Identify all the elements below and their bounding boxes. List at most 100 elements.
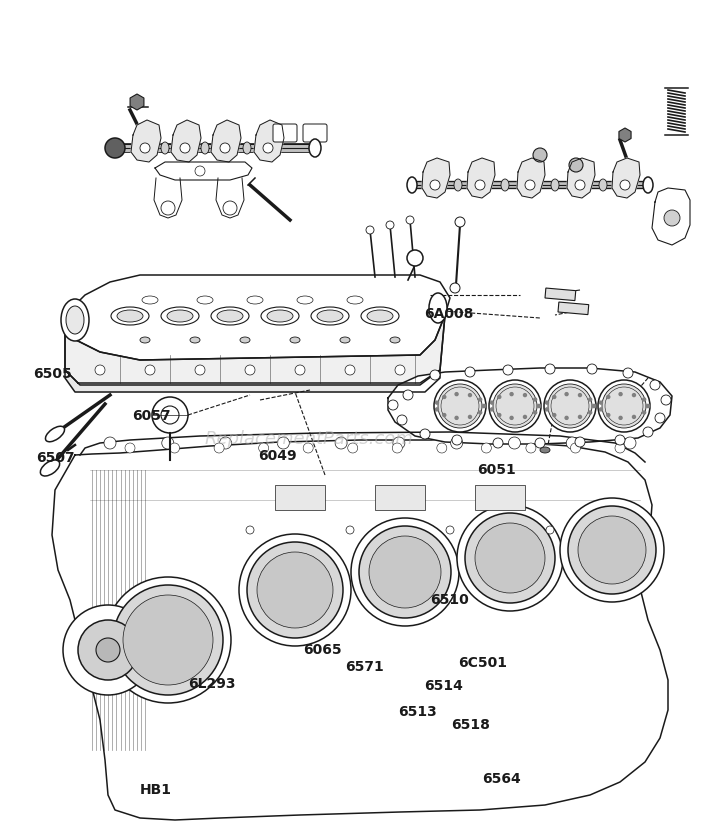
Circle shape [545,408,548,410]
Circle shape [223,201,237,215]
Text: 6049: 6049 [258,449,297,462]
Circle shape [457,505,563,611]
Circle shape [566,437,578,449]
Circle shape [545,364,555,374]
Circle shape [455,393,458,395]
Circle shape [393,437,405,449]
Circle shape [482,405,486,407]
Circle shape [220,143,230,153]
Text: 6A008: 6A008 [424,307,473,320]
Circle shape [104,437,116,449]
Circle shape [560,498,664,602]
Ellipse shape [429,293,447,323]
Circle shape [161,201,175,215]
Bar [475,485,525,510]
Text: 6505: 6505 [33,367,72,380]
Circle shape [366,226,374,234]
Circle shape [553,414,556,416]
Circle shape [145,365,155,375]
Circle shape [245,365,255,375]
Polygon shape [612,158,640,198]
Circle shape [263,143,273,153]
Text: 6507: 6507 [36,451,75,465]
Circle shape [655,413,665,423]
Circle shape [452,435,462,445]
Circle shape [548,384,592,428]
Circle shape [587,364,597,374]
Circle shape [278,437,290,449]
Circle shape [475,523,545,593]
Circle shape [435,401,438,404]
Ellipse shape [46,426,64,441]
Circle shape [420,429,430,439]
Circle shape [403,390,413,400]
Circle shape [599,401,602,404]
Circle shape [105,577,231,703]
Polygon shape [652,188,690,245]
Circle shape [63,605,153,695]
Circle shape [575,180,585,190]
Bar [545,288,576,301]
Circle shape [152,397,188,433]
Ellipse shape [66,306,84,334]
Ellipse shape [217,310,243,322]
Circle shape [535,438,545,448]
Circle shape [435,408,438,410]
Circle shape [589,398,592,401]
Circle shape [533,398,537,401]
Text: 6C501: 6C501 [458,656,508,670]
Text: 6065: 6065 [303,644,341,657]
Circle shape [592,405,596,407]
Circle shape [545,401,548,404]
Circle shape [113,585,223,695]
Circle shape [219,437,231,449]
Ellipse shape [142,296,158,304]
Ellipse shape [540,447,550,453]
Circle shape [430,370,440,380]
Circle shape [443,414,446,416]
Circle shape [569,158,583,172]
Circle shape [180,143,190,153]
Circle shape [615,435,625,445]
Ellipse shape [61,299,89,341]
Circle shape [437,443,447,453]
Bar [275,485,325,510]
Circle shape [498,414,501,416]
Circle shape [510,416,513,420]
Ellipse shape [243,142,251,154]
Circle shape [533,411,537,414]
Circle shape [599,408,602,410]
Text: 6571: 6571 [345,660,383,674]
Circle shape [544,380,596,432]
Ellipse shape [297,296,313,304]
Circle shape [491,401,494,404]
Circle shape [623,368,633,378]
Ellipse shape [201,142,209,154]
Circle shape [450,283,460,293]
Circle shape [95,365,105,375]
Circle shape [430,180,440,190]
Circle shape [239,534,351,646]
Circle shape [568,506,656,594]
Circle shape [468,394,472,396]
Circle shape [643,398,646,401]
Circle shape [533,148,547,162]
Text: 6057: 6057 [132,410,170,423]
Circle shape [386,221,394,229]
Circle shape [475,180,485,190]
Circle shape [479,398,482,401]
Circle shape [388,400,398,410]
Circle shape [578,415,581,418]
Circle shape [524,394,526,396]
Circle shape [589,411,592,414]
Circle shape [578,394,581,396]
Polygon shape [155,162,252,180]
Circle shape [78,620,138,680]
Polygon shape [65,275,450,360]
Ellipse shape [390,337,400,343]
Circle shape [438,384,482,428]
Circle shape [503,365,513,375]
Circle shape [395,365,405,375]
Circle shape [491,408,494,410]
Circle shape [607,395,610,399]
